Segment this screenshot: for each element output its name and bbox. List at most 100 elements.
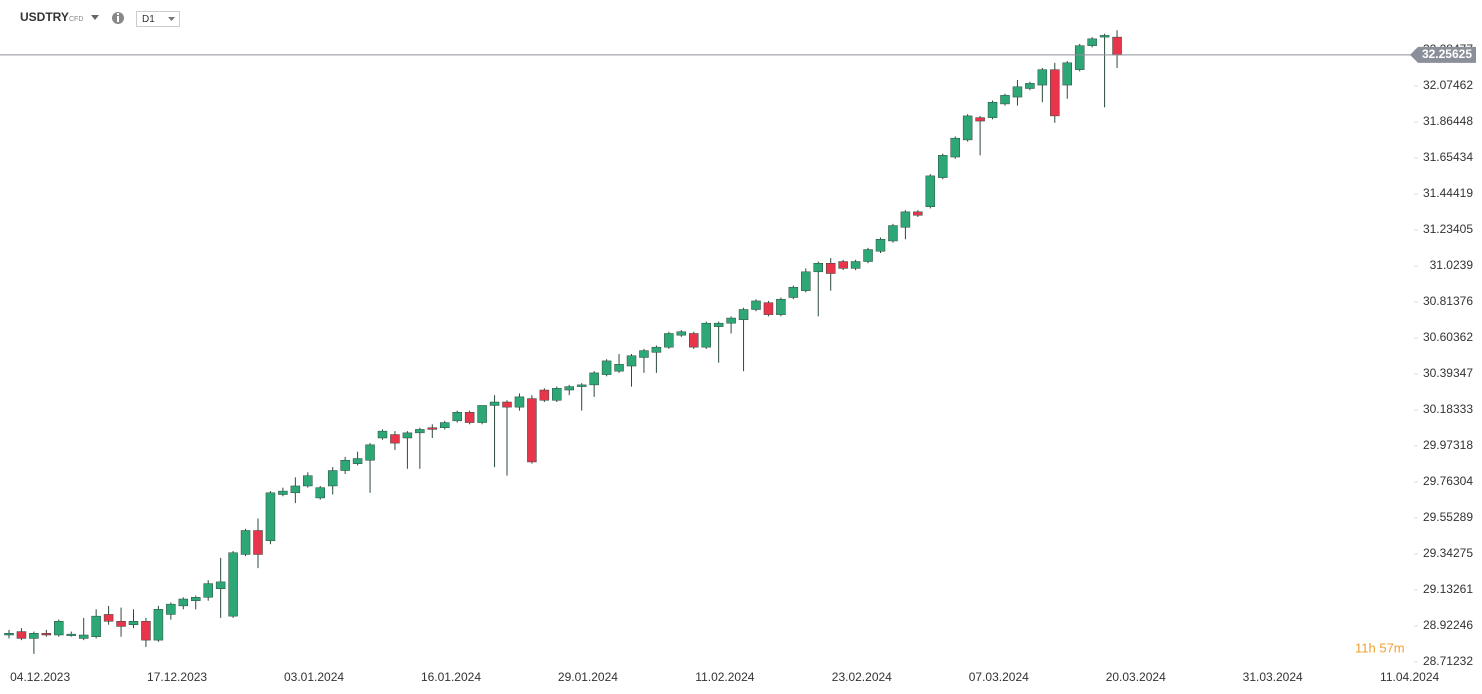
x-tick-label: 03.01.2024 [284,670,344,684]
candle-body [29,633,39,639]
candle-body [464,412,475,423]
candle-body [203,583,213,598]
candle-body [1099,35,1110,38]
candle-body [913,211,923,216]
candle-body [689,333,699,348]
candle-body [103,614,114,622]
candle-body [838,261,848,269]
candle-body [240,530,251,555]
candle-body [290,485,301,494]
y-tick-label: 28.71232 [1423,654,1473,668]
candle-body [788,286,799,298]
y-tick-label: 31.86448 [1423,114,1473,128]
y-tick-label: 30.39347 [1423,366,1473,380]
candle-body [489,401,500,406]
candle-body [253,530,263,555]
candle-body [1062,62,1072,86]
timeframe-arrow [168,17,175,21]
x-tick-label: 07.03.2024 [969,670,1029,684]
candle-body [78,634,89,639]
candle-body [116,621,126,627]
y-tick-label: 29.97318 [1423,438,1473,452]
candle-body [552,388,562,401]
candle-body [1050,69,1060,117]
candle-body [576,384,587,387]
candle-body [415,429,425,434]
candle-body [564,386,574,391]
candle-body [738,309,749,321]
timeframe: D1 [142,14,155,25]
candle-body [751,300,761,310]
candle-body [639,350,649,358]
candle-body [776,298,786,315]
symbol-dropdown[interactable] [91,15,99,20]
y-tick-label: 30.18333 [1423,402,1473,416]
y-tick-label: 30.81376 [1423,294,1473,308]
candle-body [900,211,911,228]
y-tick-label: 29.55289 [1423,510,1473,524]
candle-body [614,364,624,372]
countdown: 11h 57m [1355,640,1405,655]
candle-body [278,490,288,495]
timeframe-select[interactable] [136,11,180,27]
candle-body [962,115,973,141]
y-tick-label: 29.34275 [1423,546,1473,560]
candle-body [975,117,985,122]
candle-body [713,322,724,327]
y-tick-label: 31.44419 [1423,186,1473,200]
candle-body [153,609,164,641]
candle-body [315,487,325,499]
candle-body [1000,95,1010,105]
y-tick-label: 31.0239 [1430,258,1474,272]
candle-body [91,615,101,637]
candle-body [452,412,462,422]
candle-body [950,137,960,158]
candle-body [527,398,537,463]
candle-body [987,101,998,118]
candle-body [1087,38,1097,46]
candle-body [514,396,525,408]
candle-body [875,239,886,252]
candle-body [1112,36,1122,56]
candle-body [850,261,861,269]
info-icon-glyph [117,16,119,22]
x-tick-label: 17.12.2023 [147,670,207,684]
y-tick-label: 29.76304 [1423,474,1473,488]
price-tag [1410,46,1476,63]
candle-body [676,331,687,336]
candle-body [340,460,350,471]
y-tick-label: 31.65434 [1423,150,1473,164]
candle-body [215,581,226,589]
candle-body [1025,83,1035,89]
candle-body [141,621,151,641]
candle-body [763,302,774,315]
candle-body [1074,45,1085,70]
candle-body [651,346,662,353]
candle-body [365,444,375,461]
x-tick-label: 11.04.2024 [1380,670,1439,684]
candle-body [427,427,438,430]
candle-body [327,470,338,487]
candle-body [16,631,27,639]
candle-body [925,175,936,207]
candle-body [664,333,674,348]
candle-body [477,405,487,423]
x-tick-label: 16.01.2024 [421,670,481,684]
candle-body [801,271,811,291]
symbol[interactable]: USDTRY [20,10,69,24]
y-tick-label: 32.07462 [1423,78,1473,92]
candle-body [377,430,388,439]
candle-body [726,317,736,324]
candle-body [626,355,637,367]
candle-body [178,598,189,607]
candle-body [66,633,76,636]
candle-body [390,434,400,444]
y-tick-label: 28.92246 [1423,618,1473,632]
candle-body [1012,86,1023,98]
candle-body [701,322,711,348]
y-tick-label: 29.13261 [1423,582,1473,596]
candle-body [1037,69,1048,86]
candle-body [502,401,512,408]
candle-body [4,633,14,636]
